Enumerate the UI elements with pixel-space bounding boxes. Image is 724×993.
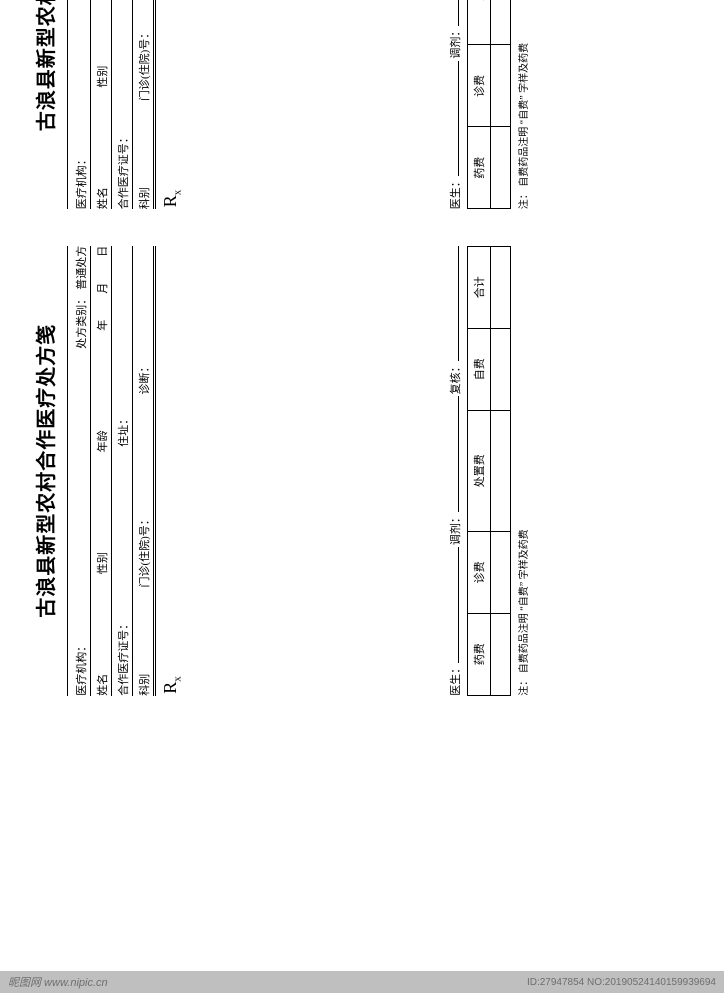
- row-coop: 合作医疗证号： 住址：: [112, 246, 133, 696]
- reg-no-label: 门诊(住院)号：: [136, 514, 152, 587]
- month-label: 月: [94, 283, 110, 294]
- row-name: 姓名 性别 年龄 年 月 日: [91, 246, 112, 696]
- dept-label: 科别: [136, 187, 152, 209]
- institution-label: 医疗机构：: [73, 154, 89, 209]
- doctor-label: 医生：: [447, 176, 463, 209]
- rx-type-value: 普通处方: [73, 246, 89, 290]
- title-rule: [67, 246, 68, 696]
- fee-col-1: 诊费: [467, 45, 490, 127]
- coop-id-label: 合作医疗证号：: [115, 619, 131, 696]
- form-title: 古浪县新型农村合作医疗处方笺: [30, 246, 59, 696]
- row-name: 姓名 性别 年龄 年 月 日: [91, 0, 112, 209]
- diag-label: 诊断：: [136, 361, 152, 394]
- watermark-bar: 昵图网 www.nipic.cn ID:27947854 NO:20190524…: [0, 971, 724, 993]
- prescription-form: 古浪县新型农村合作医疗处方笺 医疗机构： 处方类别： 普通处方 姓名 性别 年龄…: [30, 0, 530, 209]
- footnote: 注： 自费药品注明 “自费” 字样及药费: [515, 0, 530, 209]
- dept-label: 科别: [136, 674, 152, 696]
- reg-no-label: 门诊(住院)号：: [136, 28, 152, 101]
- fee-col-4: 合计: [467, 246, 490, 328]
- rx-body-area: [184, 0, 444, 209]
- institution-label: 医疗机构：: [73, 641, 89, 696]
- signature-row: 医生： 调剂： 复核：: [444, 246, 465, 696]
- rx-type-label: 处方类别：: [73, 294, 89, 349]
- form-title: 古浪县新型农村合作医疗处方笺: [30, 0, 59, 209]
- row-institution: 医疗机构： 处方类别： 普通处方: [70, 246, 91, 696]
- name-label: 姓名: [94, 187, 110, 209]
- watermark-site: 昵图网 www.nipic.cn: [8, 974, 108, 990]
- fee-table: 药费 诊费 处置费 自费 合计: [467, 246, 511, 696]
- year-label: 年: [94, 320, 110, 331]
- row-coop: 合作医疗证号： 住址：: [112, 0, 133, 209]
- row-dept: 科别 门诊(住院)号： 诊断：: [133, 246, 154, 696]
- fee-col-0: 药费: [467, 613, 490, 695]
- sex-label: 性别: [94, 552, 110, 574]
- title-rule: [67, 0, 68, 209]
- age-label: 年龄: [94, 430, 110, 452]
- fee-col-0: 药费: [467, 127, 490, 209]
- dispense-label: 调剂：: [447, 512, 463, 545]
- rx-symbol: Rx: [156, 0, 184, 209]
- coop-id-label: 合作医疗证号：: [115, 132, 131, 209]
- address-label: 住址：: [115, 414, 131, 447]
- watermark-id: ID:27947854 NO:20190524140159939694: [527, 977, 716, 988]
- fee-col-1: 诊费: [467, 531, 490, 613]
- prescription-form: 古浪县新型农村合作医疗处方笺 医疗机构： 处方类别： 普通处方 姓名 性别 年龄…: [30, 246, 530, 696]
- fee-col-2: 处置费: [467, 0, 490, 45]
- name-label: 姓名: [94, 674, 110, 696]
- signature-row: 医生： 调剂： 复核：: [444, 0, 465, 209]
- row-dept: 科别 门诊(住院)号： 诊断：: [133, 0, 154, 209]
- dispense-label: 调剂：: [447, 26, 463, 59]
- review-label: 复核：: [447, 361, 463, 394]
- rx-body-area: [184, 246, 444, 696]
- row-institution: 医疗机构： 处方类别： 普通处方: [70, 0, 91, 209]
- rx-symbol: Rx: [156, 246, 184, 696]
- day-label: 日: [94, 246, 110, 257]
- doctor-label: 医生：: [447, 663, 463, 696]
- fee-col-3: 自费: [467, 328, 490, 410]
- sex-label: 性别: [94, 66, 110, 88]
- footnote: 注： 自费药品注明 “自费” 字样及药费: [515, 246, 530, 696]
- fee-col-2: 处置费: [467, 410, 490, 531]
- fee-table: 药费 诊费 处置费 自费 合计: [467, 0, 511, 209]
